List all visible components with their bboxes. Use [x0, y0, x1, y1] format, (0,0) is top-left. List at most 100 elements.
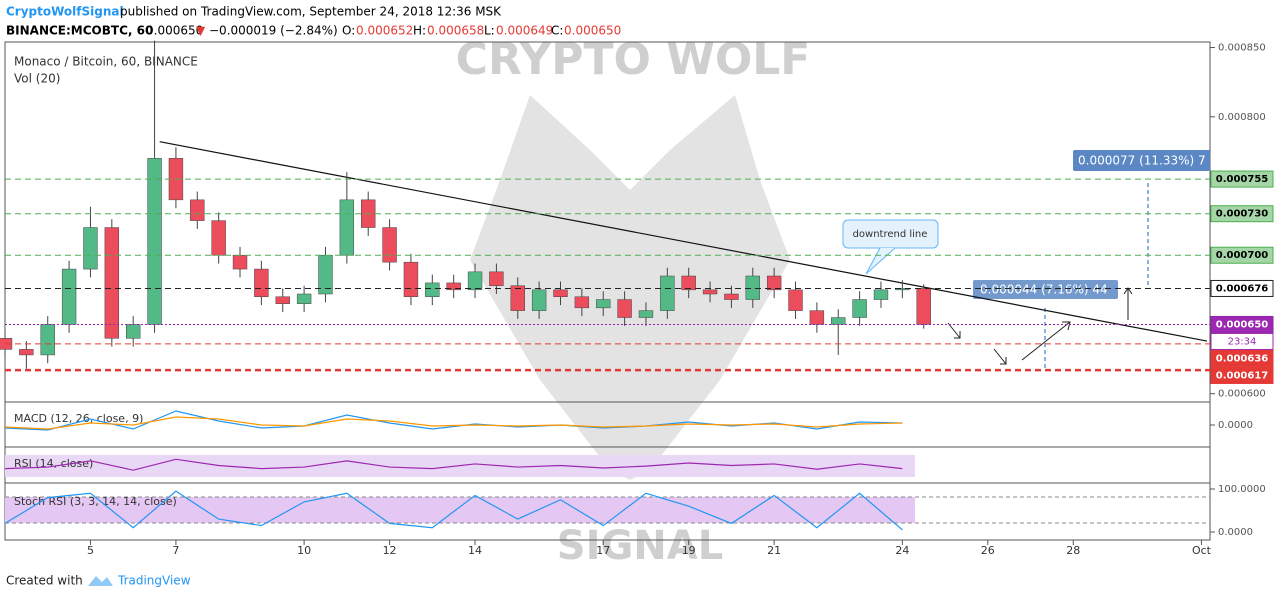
rsi-label: RSI (14, close) — [14, 457, 93, 470]
callout-text: downtrend line — [853, 229, 928, 240]
author[interactable]: CryptoWolfSignal — [6, 5, 124, 19]
last-price: 0.000650 — [146, 24, 203, 38]
price-tag — [1210, 366, 1274, 384]
y-tick-label: 0.000800 — [1218, 112, 1266, 123]
o-label: O: — [342, 24, 355, 38]
x-tick-label: 5 — [87, 544, 94, 557]
x-tick-label: 14 — [468, 544, 482, 557]
footer-brand[interactable]: TradingView — [117, 574, 191, 588]
candle-body — [702, 289, 718, 295]
candle-body — [296, 293, 312, 304]
x-tick-label: 26 — [981, 544, 995, 557]
published: published on TradingView.com, September … — [120, 5, 502, 19]
candle-body — [852, 299, 867, 318]
watermark — [470, 95, 790, 480]
candle-body — [254, 268, 269, 298]
h-value: 0.000658 — [427, 24, 484, 38]
signal-line — [4, 416, 903, 430]
candle-body — [339, 199, 355, 256]
down-icon: ▼ — [196, 24, 206, 38]
candle-body — [83, 227, 98, 270]
candle-body — [531, 289, 547, 311]
x-tick-label: 21 — [767, 544, 781, 557]
countdown: 23:34 — [1228, 336, 1257, 347]
price-tag — [1210, 246, 1274, 264]
candle-body — [211, 220, 226, 256]
candle-body — [660, 275, 675, 311]
change: −0.000019 (−2.84%) — [209, 24, 338, 38]
candle-body — [617, 299, 632, 318]
measure-arrows — [1044, 180, 1149, 368]
y-tick-label: 0.0000 — [1218, 527, 1253, 538]
y-tick-label: 0.0000 — [1218, 420, 1253, 431]
price-tag-label: 0.000755 — [1216, 174, 1269, 185]
l-label: L: — [484, 24, 495, 38]
candle-body — [745, 275, 760, 300]
callout-tail — [865, 247, 896, 275]
candle-body — [831, 317, 846, 325]
candle-body — [873, 289, 889, 300]
price-tag — [1210, 349, 1274, 367]
price-tag-label: 0.000676 — [1216, 283, 1269, 294]
h-label: H: — [413, 24, 426, 38]
measure-box — [973, 280, 1118, 299]
candle-body — [809, 310, 825, 325]
candle-body — [19, 349, 34, 356]
candle-body — [916, 288, 931, 325]
x-tick-label: Oct — [1192, 544, 1212, 557]
x-tick-label: 12 — [383, 544, 397, 557]
candle-body — [574, 296, 590, 309]
price-tag-label: 0.000617 — [1216, 370, 1269, 381]
rsi-line — [4, 458, 903, 471]
candle-body — [40, 324, 55, 356]
candle-body — [553, 289, 568, 298]
measure-text: 0.000077 (11.33%) 7 — [1078, 154, 1206, 168]
countdown-tag — [1210, 332, 1274, 350]
footer-created: Created with — [6, 574, 83, 588]
symbol: BINANCE:MCOBTC, 60 — [6, 24, 153, 38]
candle-body — [467, 271, 483, 291]
candle-body — [232, 254, 248, 270]
price-tag-label: 0.000636 — [1216, 353, 1269, 364]
candle-body — [275, 296, 290, 304]
price-tag-label: 0.000730 — [1216, 209, 1269, 220]
candle-body — [510, 285, 525, 311]
candle-body — [446, 282, 461, 291]
candle-body — [596, 299, 611, 309]
arrow — [1021, 321, 1071, 361]
price-tag — [1210, 279, 1274, 297]
candle-body — [425, 282, 440, 298]
candle-body — [766, 275, 782, 291]
candle-body — [61, 268, 77, 325]
x-tick-label: 24 — [895, 544, 909, 557]
stoch-label: Stoch RSI (3, 3, 14, 14, close) — [14, 495, 177, 508]
candle-body — [125, 324, 141, 339]
l-value: 0.000649 — [496, 24, 553, 38]
measure-box — [1073, 150, 1210, 171]
stoch-band — [5, 497, 915, 523]
candle-body — [104, 227, 120, 339]
candle-body — [681, 275, 696, 291]
chart-title: Monaco / Bitcoin, 60, BINANCE — [14, 55, 198, 69]
price-tag-label: 0.000700 — [1216, 250, 1269, 261]
x-tick-label: 10 — [297, 544, 311, 557]
measure-text: 0.000044 (7.16%) 44 — [980, 283, 1108, 297]
x-tick-label: 7 — [172, 544, 179, 557]
y-tick-label: 100.0000 — [1218, 484, 1266, 495]
candle-body — [190, 199, 205, 221]
stoch-line — [4, 490, 903, 531]
candle-body — [638, 310, 654, 318]
price-tag-label: 0.000650 — [1216, 319, 1269, 330]
candle-body — [489, 271, 504, 286]
arrow — [993, 348, 1007, 365]
c-label: C: — [551, 24, 563, 38]
o-value: 0.000652 — [356, 24, 413, 38]
candle-body — [724, 293, 739, 300]
y-tick-label: 0.000850 — [1218, 43, 1266, 54]
tv-logo — [88, 576, 113, 586]
candle-body — [147, 158, 162, 325]
x-tick-label: 19 — [682, 544, 696, 557]
y-tick-label: 0.000600 — [1218, 389, 1266, 400]
price-tag — [1210, 205, 1274, 223]
